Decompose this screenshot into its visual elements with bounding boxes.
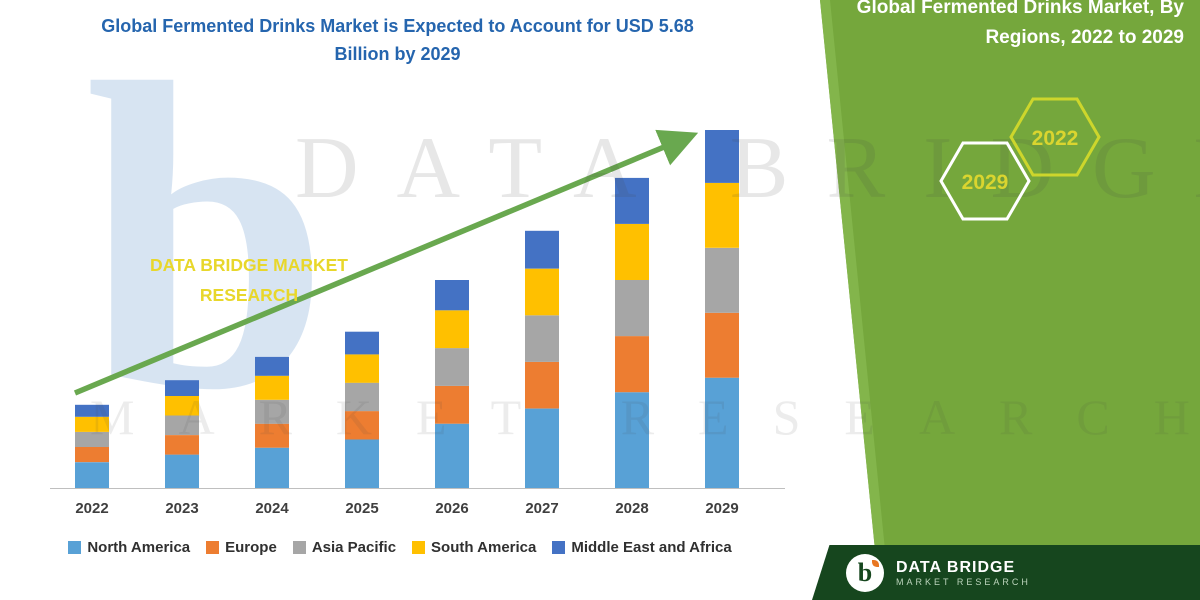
bar-segment: [75, 431, 109, 447]
bar-segment: [615, 223, 649, 280]
bar-segment: [615, 392, 649, 488]
bar-segment: [705, 377, 739, 488]
bar-segment: [165, 415, 199, 435]
hexagon-2029-label: 2029: [962, 171, 1009, 194]
databridge-logo: b: [846, 553, 884, 592]
hexagon-2029: [939, 141, 1031, 221]
bar-segment: [165, 454, 199, 488]
x-axis-label: 2029: [705, 500, 738, 517]
bar-segment: [75, 404, 109, 417]
bar-segment: [525, 361, 559, 409]
trend-arrow: [73, 129, 699, 396]
stacked-bar-chart: 2022 2023 2024 2025 2026 2027 2028 2029: [50, 129, 785, 517]
bar-segment: [165, 380, 199, 396]
logo-leaf-icon: [872, 559, 879, 567]
x-axis-label: 2022: [75, 500, 108, 517]
bar-segment: [255, 447, 289, 488]
legend-item: Asia Pacific: [292, 539, 397, 556]
bar-segment: [705, 182, 739, 248]
legend-swatch: [412, 541, 426, 554]
legend-swatch: [68, 541, 82, 554]
bar-segment: [615, 336, 649, 393]
bars-group: 2022 2023 2024 2025 2026 2027 2028 2029: [75, 130, 739, 517]
legend-label: Middle East and Africa: [571, 539, 732, 556]
bar-segment: [705, 247, 739, 313]
bar-segment: [435, 280, 469, 311]
x-axis-label: 2024: [255, 500, 289, 517]
footer-text: DATA BRIDGE MARKET RESEARCH: [896, 558, 1031, 588]
bar-segment: [435, 348, 469, 386]
footer-brand: DATA BRIDGE: [896, 558, 1016, 576]
legend: North America Europe Asia Pacific South Ame…: [10, 539, 790, 556]
brand-line2: RESEARCH: [199, 285, 299, 305]
bar-segment: [705, 130, 739, 183]
legend-label: North America: [87, 539, 191, 556]
bar-segment: [525, 315, 559, 362]
side-panel-brand: DATA BRIDGE MARKET RESEARCH: [118, 250, 380, 310]
bar-segment: [255, 399, 289, 424]
bar-segment: [75, 462, 109, 488]
legend-swatch: [552, 541, 566, 554]
legend-label: South America: [431, 539, 537, 556]
legend-item: Europe: [206, 539, 277, 556]
bar-segment: [615, 280, 649, 337]
logo-letter: b: [857, 557, 873, 587]
bar-segment: [255, 423, 289, 448]
bar-segment: [615, 177, 649, 224]
legend-swatch: [206, 541, 220, 554]
bar-segment: [525, 230, 559, 269]
legend-item: Middle East and Africa: [552, 539, 732, 556]
bar-segment: [75, 447, 109, 463]
bar-segment: [435, 385, 469, 424]
legend-item: North America: [68, 539, 190, 556]
bar-segment: [345, 411, 379, 440]
bar-segment: [345, 382, 379, 412]
footer-sub: MARKET RESEARCH: [896, 576, 1031, 587]
x-axis-label: 2025: [345, 500, 378, 517]
bar-segment: [75, 416, 109, 432]
hexagon-2022: [1009, 97, 1101, 177]
hexagon-badges: 2029 2022: [939, 97, 1101, 221]
bar-segment: [345, 331, 379, 355]
x-axis-label: 2026: [435, 500, 468, 517]
legend-swatch: [292, 541, 306, 554]
bar-segment: [255, 375, 289, 400]
footer-bar: b DATA BRIDGE MARKET RESEARCH: [812, 545, 1200, 600]
hexagon-2022-label: 2022: [1032, 127, 1079, 150]
legend-label: Europe: [225, 539, 277, 556]
bar-segment: [435, 310, 469, 349]
side-panel-title: Global Fermented Drinks Market, By Regio…: [856, 0, 1184, 48]
bar-segment: [165, 435, 199, 455]
bar-segment: [165, 396, 199, 416]
brand-line1: DATA BRIDGE MARKET: [150, 255, 348, 275]
bar-segment: [435, 423, 469, 488]
bar-segment: [525, 268, 559, 316]
legend-label: Asia Pacific: [311, 539, 397, 556]
page-title: Global Fermented Drinks Market is Expect…: [101, 16, 694, 64]
bar-segment: [345, 439, 379, 488]
chart-area: 2022 2023 2024 2025 2026 2027 2028 2029: [20, 75, 820, 535]
x-axis-label: 2027: [525, 500, 558, 517]
bar-segment: [345, 354, 379, 383]
bar-segment: [525, 408, 559, 488]
x-axis-label: 2028: [615, 500, 648, 517]
bar-segment: [705, 312, 739, 378]
legend-item: South America: [412, 539, 536, 556]
x-axis-label: 2023: [165, 500, 198, 517]
bar-segment: [255, 356, 289, 376]
side-panel: [820, 0, 1200, 600]
